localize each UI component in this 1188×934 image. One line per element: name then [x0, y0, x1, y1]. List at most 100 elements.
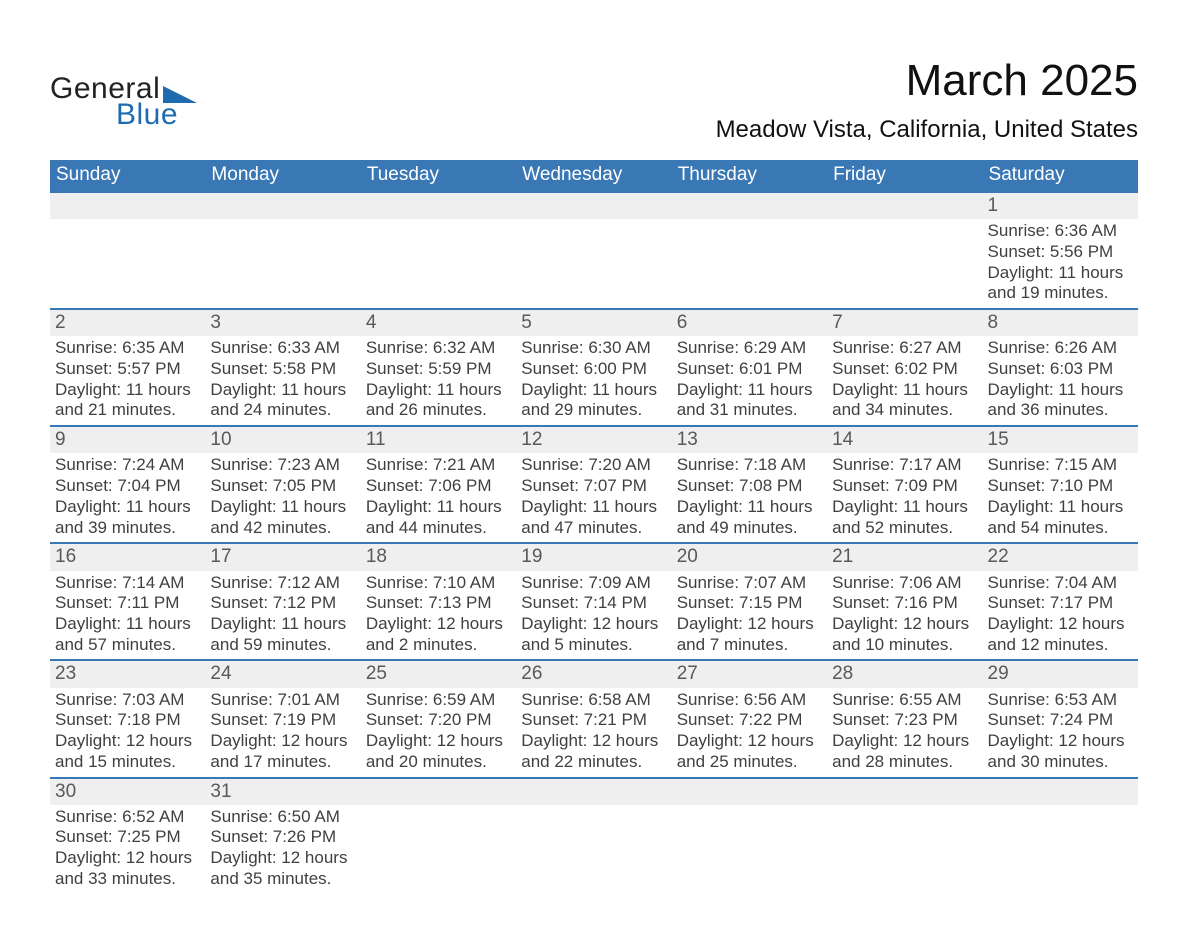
day-detail-line: Daylight: 11 hours and 47 minutes.: [521, 497, 666, 538]
day-detail-line: Sunset: 7:20 PM: [366, 710, 511, 731]
weekday-header: Thursday: [672, 160, 827, 192]
date-number: [672, 193, 827, 219]
day-detail-line: Sunrise: 7:17 AM: [832, 455, 977, 476]
day-details: Sunrise: 7:01 AMSunset: 7:19 PMDaylight:…: [205, 688, 360, 777]
day-detail-line: Sunset: 7:17 PM: [988, 593, 1133, 614]
day-details: Sunrise: 7:09 AMSunset: 7:14 PMDaylight:…: [516, 571, 671, 660]
date-number: 13: [672, 427, 827, 453]
day-detail-line: Daylight: 12 hours and 33 minutes.: [55, 848, 200, 889]
calendar-cell: 14Sunrise: 7:17 AMSunset: 7:09 PMDayligh…: [827, 426, 982, 543]
day-detail-line: Daylight: 11 hours and 49 minutes.: [677, 497, 822, 538]
day-details: Sunrise: 7:23 AMSunset: 7:05 PMDaylight:…: [205, 453, 360, 542]
calendar-week-row: 2Sunrise: 6:35 AMSunset: 5:57 PMDaylight…: [50, 309, 1138, 426]
day-detail-line: Daylight: 11 hours and 34 minutes.: [832, 380, 977, 421]
calendar-cell: [516, 778, 671, 894]
calendar-cell: 17Sunrise: 7:12 AMSunset: 7:12 PMDayligh…: [205, 543, 360, 660]
logo: General Blue: [50, 72, 197, 132]
day-detail-line: Sunset: 7:26 PM: [210, 827, 355, 848]
day-detail-line: Sunset: 7:08 PM: [677, 476, 822, 497]
day-detail-line: Sunset: 7:25 PM: [55, 827, 200, 848]
calendar-cell: 12Sunrise: 7:20 AMSunset: 7:07 PMDayligh…: [516, 426, 671, 543]
calendar-body: 1Sunrise: 6:36 AMSunset: 5:56 PMDaylight…: [50, 192, 1138, 894]
date-number: 5: [516, 310, 671, 336]
weekday-header: Monday: [205, 160, 360, 192]
day-details: Sunrise: 7:14 AMSunset: 7:11 PMDaylight:…: [50, 571, 205, 660]
day-detail-line: Sunrise: 6:59 AM: [366, 690, 511, 711]
calendar-cell: 16Sunrise: 7:14 AMSunset: 7:11 PMDayligh…: [50, 543, 205, 660]
calendar-cell: 7Sunrise: 6:27 AMSunset: 6:02 PMDaylight…: [827, 309, 982, 426]
day-details: Sunrise: 6:26 AMSunset: 6:03 PMDaylight:…: [983, 336, 1138, 425]
day-detail-line: Sunrise: 6:27 AM: [832, 338, 977, 359]
day-details: Sunrise: 7:18 AMSunset: 7:08 PMDaylight:…: [672, 453, 827, 542]
day-details: [361, 219, 516, 229]
date-number: 18: [361, 544, 516, 570]
day-detail-line: Daylight: 11 hours and 42 minutes.: [210, 497, 355, 538]
day-detail-line: Daylight: 11 hours and 31 minutes.: [677, 380, 822, 421]
day-detail-line: Daylight: 11 hours and 19 minutes.: [988, 263, 1133, 304]
day-detail-line: Daylight: 11 hours and 52 minutes.: [832, 497, 977, 538]
date-number: 19: [516, 544, 671, 570]
day-detail-line: Sunrise: 7:04 AM: [988, 573, 1133, 594]
day-detail-line: Sunset: 7:19 PM: [210, 710, 355, 731]
day-detail-line: Sunset: 5:59 PM: [366, 359, 511, 380]
calendar-cell: [827, 192, 982, 309]
weekday-header: Wednesday: [516, 160, 671, 192]
day-details: Sunrise: 7:24 AMSunset: 7:04 PMDaylight:…: [50, 453, 205, 542]
day-detail-line: Sunrise: 7:21 AM: [366, 455, 511, 476]
date-number: [672, 779, 827, 805]
calendar-cell: 26Sunrise: 6:58 AMSunset: 7:21 PMDayligh…: [516, 660, 671, 777]
day-details: [50, 219, 205, 229]
calendar-cell: 21Sunrise: 7:06 AMSunset: 7:16 PMDayligh…: [827, 543, 982, 660]
calendar-cell: 23Sunrise: 7:03 AMSunset: 7:18 PMDayligh…: [50, 660, 205, 777]
day-detail-line: Daylight: 12 hours and 12 minutes.: [988, 614, 1133, 655]
day-detail-line: Sunset: 7:11 PM: [55, 593, 200, 614]
calendar-week-row: 23Sunrise: 7:03 AMSunset: 7:18 PMDayligh…: [50, 660, 1138, 777]
calendar-cell: 15Sunrise: 7:15 AMSunset: 7:10 PMDayligh…: [983, 426, 1138, 543]
day-details: [516, 805, 671, 815]
day-details: Sunrise: 6:30 AMSunset: 6:00 PMDaylight:…: [516, 336, 671, 425]
day-details: Sunrise: 6:36 AMSunset: 5:56 PMDaylight:…: [983, 219, 1138, 308]
day-detail-line: Daylight: 12 hours and 5 minutes.: [521, 614, 666, 655]
calendar-cell: [827, 778, 982, 894]
calendar-week-row: 30Sunrise: 6:52 AMSunset: 7:25 PMDayligh…: [50, 778, 1138, 894]
day-detail-line: Sunset: 5:56 PM: [988, 242, 1133, 263]
day-detail-line: Daylight: 11 hours and 39 minutes.: [55, 497, 200, 538]
date-number: [983, 779, 1138, 805]
day-detail-line: Sunset: 7:23 PM: [832, 710, 977, 731]
day-detail-line: Sunset: 5:58 PM: [210, 359, 355, 380]
day-detail-line: Daylight: 11 hours and 26 minutes.: [366, 380, 511, 421]
day-detail-line: Sunrise: 7:24 AM: [55, 455, 200, 476]
calendar-cell: [361, 778, 516, 894]
day-details: Sunrise: 6:32 AMSunset: 5:59 PMDaylight:…: [361, 336, 516, 425]
calendar-cell: [672, 192, 827, 309]
calendar-cell: [361, 192, 516, 309]
day-detail-line: Sunrise: 6:36 AM: [988, 221, 1133, 242]
weekday-row: Sunday Monday Tuesday Wednesday Thursday…: [50, 160, 1138, 192]
date-number: [516, 779, 671, 805]
date-number: 2: [50, 310, 205, 336]
day-detail-line: Daylight: 12 hours and 28 minutes.: [832, 731, 977, 772]
calendar-cell: 8Sunrise: 6:26 AMSunset: 6:03 PMDaylight…: [983, 309, 1138, 426]
calendar-cell: 29Sunrise: 6:53 AMSunset: 7:24 PMDayligh…: [983, 660, 1138, 777]
calendar-cell: 20Sunrise: 7:07 AMSunset: 7:15 PMDayligh…: [672, 543, 827, 660]
date-number: 11: [361, 427, 516, 453]
date-number: 4: [361, 310, 516, 336]
day-detail-line: Daylight: 11 hours and 36 minutes.: [988, 380, 1133, 421]
day-detail-line: Sunset: 7:13 PM: [366, 593, 511, 614]
weekday-header: Saturday: [983, 160, 1138, 192]
weekday-header: Sunday: [50, 160, 205, 192]
day-detail-line: Sunrise: 7:12 AM: [210, 573, 355, 594]
day-detail-line: Daylight: 11 hours and 54 minutes.: [988, 497, 1133, 538]
day-details: Sunrise: 6:56 AMSunset: 7:22 PMDaylight:…: [672, 688, 827, 777]
page: General Blue March 2025 Meadow Vista, Ca…: [0, 0, 1188, 934]
day-detail-line: Daylight: 11 hours and 29 minutes.: [521, 380, 666, 421]
day-detail-line: Sunset: 7:12 PM: [210, 593, 355, 614]
date-number: [827, 193, 982, 219]
date-number: 24: [205, 661, 360, 687]
day-details: [827, 805, 982, 815]
date-number: [361, 779, 516, 805]
date-number: 22: [983, 544, 1138, 570]
day-detail-line: Sunrise: 6:50 AM: [210, 807, 355, 828]
day-detail-line: Sunset: 6:03 PM: [988, 359, 1133, 380]
date-number: 26: [516, 661, 671, 687]
